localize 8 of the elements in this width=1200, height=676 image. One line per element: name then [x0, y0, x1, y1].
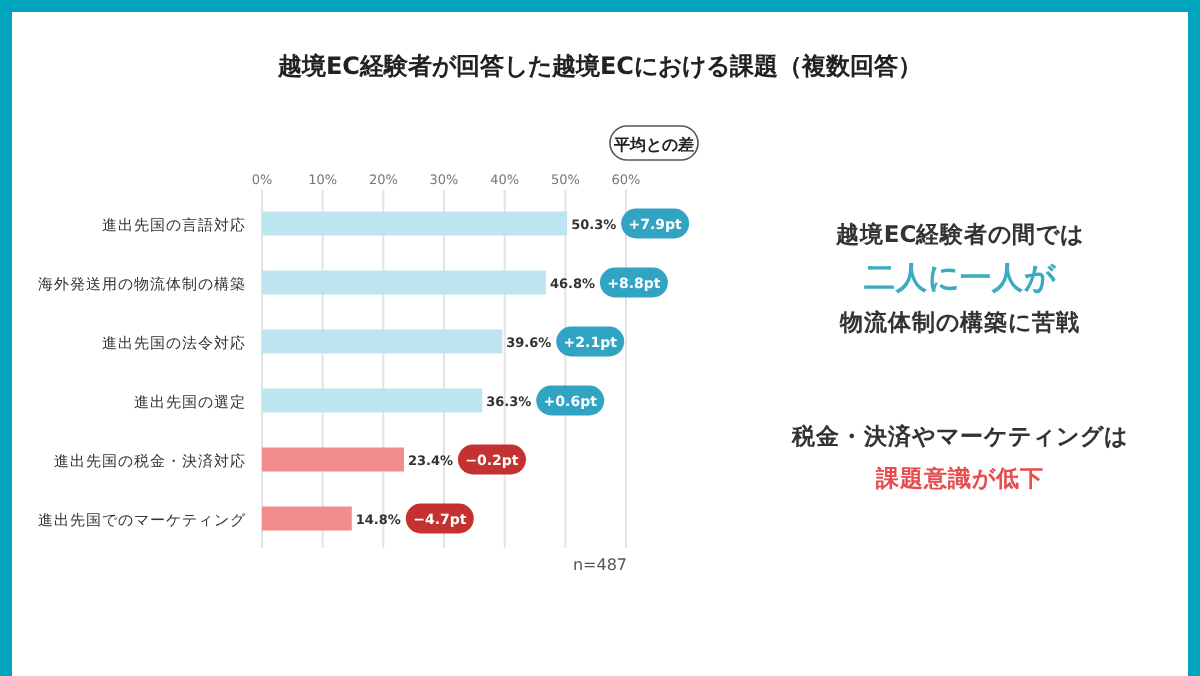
header-pill: 平均との差	[609, 125, 699, 161]
text: n=487	[572, 556, 628, 574]
chart-title: 越境EC経験者が回答した越境ECにおける課題（複数回答）	[275, 52, 923, 80]
text: 二人に一人が	[864, 260, 1058, 296]
text: 物流体制の構築に苦戦	[838, 308, 1080, 336]
text: 課題意識が低下	[874, 464, 1044, 492]
text: 越境EC経験者の間では	[833, 220, 1085, 248]
text: 税金・決済やマーケティングは	[790, 422, 1128, 450]
